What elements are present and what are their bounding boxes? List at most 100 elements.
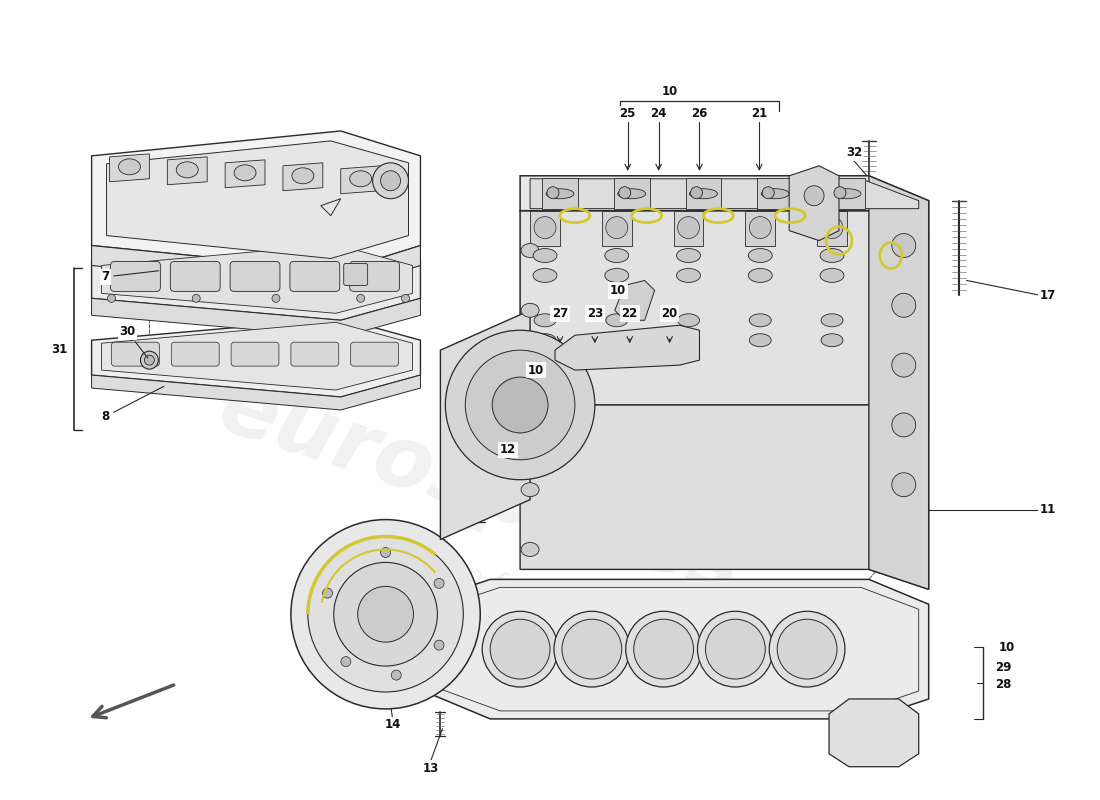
Circle shape	[141, 351, 158, 369]
Polygon shape	[615, 281, 654, 320]
Text: 24: 24	[650, 107, 667, 121]
Ellipse shape	[676, 269, 701, 282]
Circle shape	[373, 163, 408, 198]
Polygon shape	[530, 178, 918, 209]
Polygon shape	[101, 245, 412, 314]
Circle shape	[491, 619, 550, 679]
Ellipse shape	[678, 314, 700, 326]
Circle shape	[358, 586, 414, 642]
Polygon shape	[226, 160, 265, 188]
Text: 11: 11	[1041, 503, 1056, 516]
Text: 10: 10	[999, 641, 1014, 654]
FancyBboxPatch shape	[290, 342, 339, 366]
Ellipse shape	[605, 249, 629, 262]
Polygon shape	[283, 163, 322, 190]
Circle shape	[272, 294, 279, 302]
Polygon shape	[817, 210, 847, 246]
Ellipse shape	[350, 170, 372, 186]
Circle shape	[892, 353, 915, 377]
Circle shape	[341, 657, 351, 666]
Text: 25: 25	[619, 107, 636, 121]
Text: 23: 23	[586, 307, 603, 320]
FancyBboxPatch shape	[343, 263, 367, 286]
Text: a passion for parts: a passion for parts	[340, 522, 620, 637]
Circle shape	[402, 294, 409, 302]
Circle shape	[547, 186, 559, 198]
Ellipse shape	[678, 334, 700, 346]
Text: 17: 17	[1041, 289, 1056, 302]
Text: 7: 7	[101, 270, 158, 283]
Polygon shape	[167, 157, 207, 185]
FancyBboxPatch shape	[111, 342, 160, 366]
FancyBboxPatch shape	[110, 262, 161, 291]
Polygon shape	[746, 210, 776, 246]
Text: 13: 13	[422, 762, 439, 775]
Ellipse shape	[761, 189, 789, 198]
Circle shape	[446, 330, 595, 480]
Polygon shape	[673, 210, 704, 246]
Text: 10: 10	[528, 364, 544, 377]
Ellipse shape	[535, 334, 556, 346]
Circle shape	[678, 217, 700, 238]
Polygon shape	[107, 141, 408, 258]
Circle shape	[691, 186, 703, 198]
Ellipse shape	[534, 269, 557, 282]
Circle shape	[892, 234, 915, 258]
Circle shape	[144, 355, 154, 365]
Ellipse shape	[676, 249, 701, 262]
Circle shape	[308, 537, 463, 692]
Circle shape	[535, 217, 556, 238]
Circle shape	[892, 473, 915, 497]
Circle shape	[108, 294, 115, 302]
Circle shape	[356, 294, 364, 302]
Ellipse shape	[821, 249, 844, 262]
Polygon shape	[101, 322, 412, 390]
Ellipse shape	[749, 314, 771, 326]
Polygon shape	[542, 178, 578, 209]
Text: eurospares: eurospares	[209, 366, 752, 614]
Circle shape	[492, 377, 548, 433]
Polygon shape	[91, 246, 420, 290]
Ellipse shape	[521, 243, 539, 258]
Text: 14: 14	[384, 718, 400, 731]
FancyBboxPatch shape	[231, 342, 279, 366]
Polygon shape	[520, 210, 928, 430]
Ellipse shape	[605, 269, 629, 282]
Ellipse shape	[521, 303, 539, 318]
Text: 31: 31	[52, 342, 68, 356]
Polygon shape	[685, 178, 722, 209]
FancyBboxPatch shape	[350, 262, 399, 291]
Circle shape	[705, 619, 766, 679]
Ellipse shape	[292, 168, 313, 184]
FancyBboxPatch shape	[170, 262, 220, 291]
Text: 20: 20	[661, 307, 678, 320]
Ellipse shape	[821, 334, 843, 346]
Text: 10: 10	[609, 284, 626, 297]
Circle shape	[892, 294, 915, 318]
Polygon shape	[602, 210, 631, 246]
Ellipse shape	[833, 189, 861, 198]
Circle shape	[290, 519, 481, 709]
Polygon shape	[91, 298, 420, 338]
Text: 32: 32	[846, 146, 862, 159]
Ellipse shape	[821, 269, 844, 282]
Polygon shape	[869, 176, 928, 590]
Polygon shape	[91, 131, 420, 270]
Text: 28: 28	[996, 678, 1012, 690]
FancyBboxPatch shape	[290, 262, 340, 291]
Ellipse shape	[748, 249, 772, 262]
Polygon shape	[530, 210, 560, 246]
Circle shape	[333, 562, 438, 666]
Text: 30: 30	[120, 326, 147, 358]
Circle shape	[381, 547, 390, 558]
Circle shape	[804, 186, 824, 206]
Text: 26: 26	[691, 107, 707, 121]
Polygon shape	[829, 178, 865, 209]
Polygon shape	[829, 699, 918, 766]
Circle shape	[634, 619, 693, 679]
Ellipse shape	[618, 189, 646, 198]
Text: 8: 8	[101, 386, 164, 423]
Circle shape	[749, 217, 771, 238]
Text: 10: 10	[661, 85, 678, 98]
Circle shape	[821, 217, 843, 238]
